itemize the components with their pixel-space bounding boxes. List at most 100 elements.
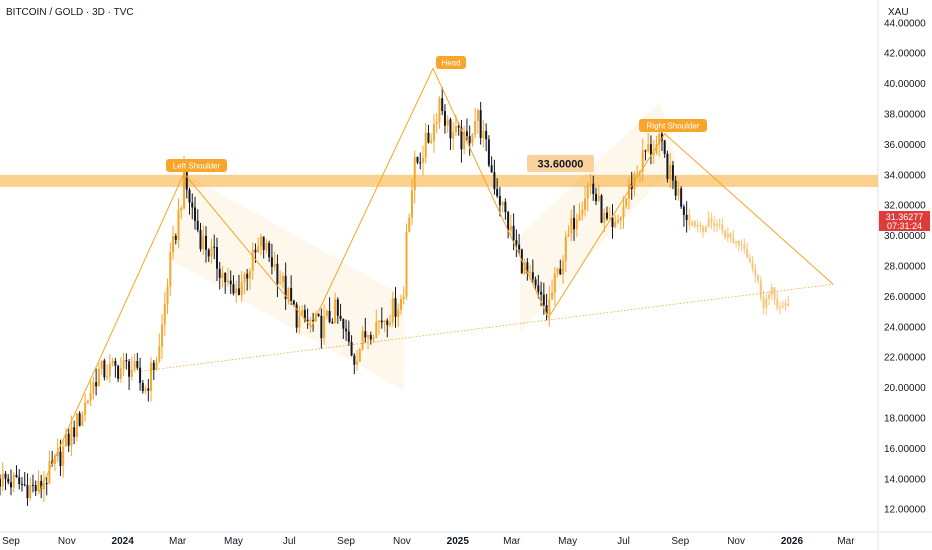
candle[interactable] [361,331,364,350]
candle[interactable] [512,225,515,241]
candle[interactable] [551,292,554,299]
candle[interactable] [625,198,628,207]
projection-candle[interactable] [691,221,694,226]
candle[interactable] [616,220,619,222]
candle[interactable] [265,243,268,250]
candle[interactable] [378,320,381,323]
candle[interactable] [312,320,315,322]
candle[interactable] [663,140,666,154]
candle[interactable] [614,221,617,228]
candle[interactable] [669,165,672,179]
candle[interactable] [18,477,21,485]
candle[interactable] [463,131,466,150]
candle[interactable] [331,322,334,324]
candle[interactable] [130,369,133,377]
candle[interactable] [342,318,345,329]
head-label[interactable]: Head [436,56,466,69]
candle[interactable] [421,157,424,163]
projection-candle[interactable] [737,241,740,245]
candle[interactable] [501,201,504,206]
candle[interactable] [117,365,120,379]
candle[interactable] [523,262,526,274]
candle[interactable] [638,171,641,173]
candle[interactable] [441,98,444,112]
candle[interactable] [658,133,661,145]
candle[interactable] [575,219,578,230]
candle[interactable] [402,296,405,299]
candle[interactable] [155,361,158,371]
candle[interactable] [347,331,350,342]
candle[interactable] [529,272,532,274]
candle[interactable] [323,316,326,339]
candle[interactable] [42,483,45,490]
candle[interactable] [64,433,67,447]
candle[interactable] [281,275,284,283]
candle[interactable] [210,246,213,257]
candle[interactable] [674,180,677,196]
candle[interactable] [553,273,556,293]
candle[interactable] [139,367,142,383]
candle[interactable] [273,263,276,267]
candle[interactable] [9,482,12,488]
candle[interactable] [685,214,688,221]
candle[interactable] [218,268,221,278]
candle[interactable] [31,484,34,486]
candle[interactable] [48,461,51,484]
candle[interactable] [496,189,499,197]
candle[interactable] [215,247,218,269]
candle[interactable] [369,335,372,340]
candle[interactable] [567,233,570,237]
candle[interactable] [542,294,545,306]
candle[interactable] [353,355,356,365]
candle[interactable] [92,382,95,393]
candle[interactable] [644,150,647,152]
candle[interactable] [103,360,106,378]
candle[interactable] [270,257,273,267]
projection-candle[interactable] [770,287,773,295]
candle[interactable] [287,287,290,299]
candle[interactable] [251,249,254,272]
projection-candle[interactable] [746,249,749,258]
candle[interactable] [23,484,26,486]
level-box[interactable]: 33.60000 [527,155,594,172]
candle[interactable] [150,362,153,391]
plot-area[interactable] [0,0,878,532]
candle[interactable] [389,322,392,326]
candle[interactable] [295,304,298,328]
projection-candle[interactable] [757,275,760,281]
candle[interactable] [298,315,301,328]
candle[interactable] [394,298,397,317]
candle[interactable] [419,162,422,164]
candle[interactable] [183,169,186,208]
candle[interactable] [682,206,685,215]
candle[interactable] [515,240,518,245]
candle[interactable] [611,217,614,228]
candle[interactable] [237,288,240,296]
candle[interactable] [240,281,243,296]
candle[interactable] [84,402,87,415]
candle[interactable] [655,144,658,154]
candle[interactable] [586,185,589,199]
projection-candle[interactable] [726,233,729,238]
candle[interactable] [454,126,457,133]
candle[interactable] [545,305,548,315]
candle[interactable] [147,388,150,391]
price-axis-pane[interactable] [878,0,932,550]
candle[interactable] [67,433,70,446]
candle[interactable] [556,268,559,274]
candle[interactable] [559,268,562,275]
candle[interactable] [537,285,540,292]
candle[interactable] [372,337,375,340]
candle[interactable] [268,243,271,258]
candle[interactable] [507,212,510,231]
candle[interactable] [438,98,441,123]
candle[interactable] [334,299,337,324]
projection-candle[interactable] [740,244,743,246]
candle[interactable] [196,220,199,231]
candle[interactable] [350,341,353,356]
candle[interactable] [600,195,603,223]
candle[interactable] [471,134,474,144]
candle[interactable] [172,235,175,253]
projection-candle[interactable] [729,233,732,238]
candle[interactable] [641,150,644,172]
